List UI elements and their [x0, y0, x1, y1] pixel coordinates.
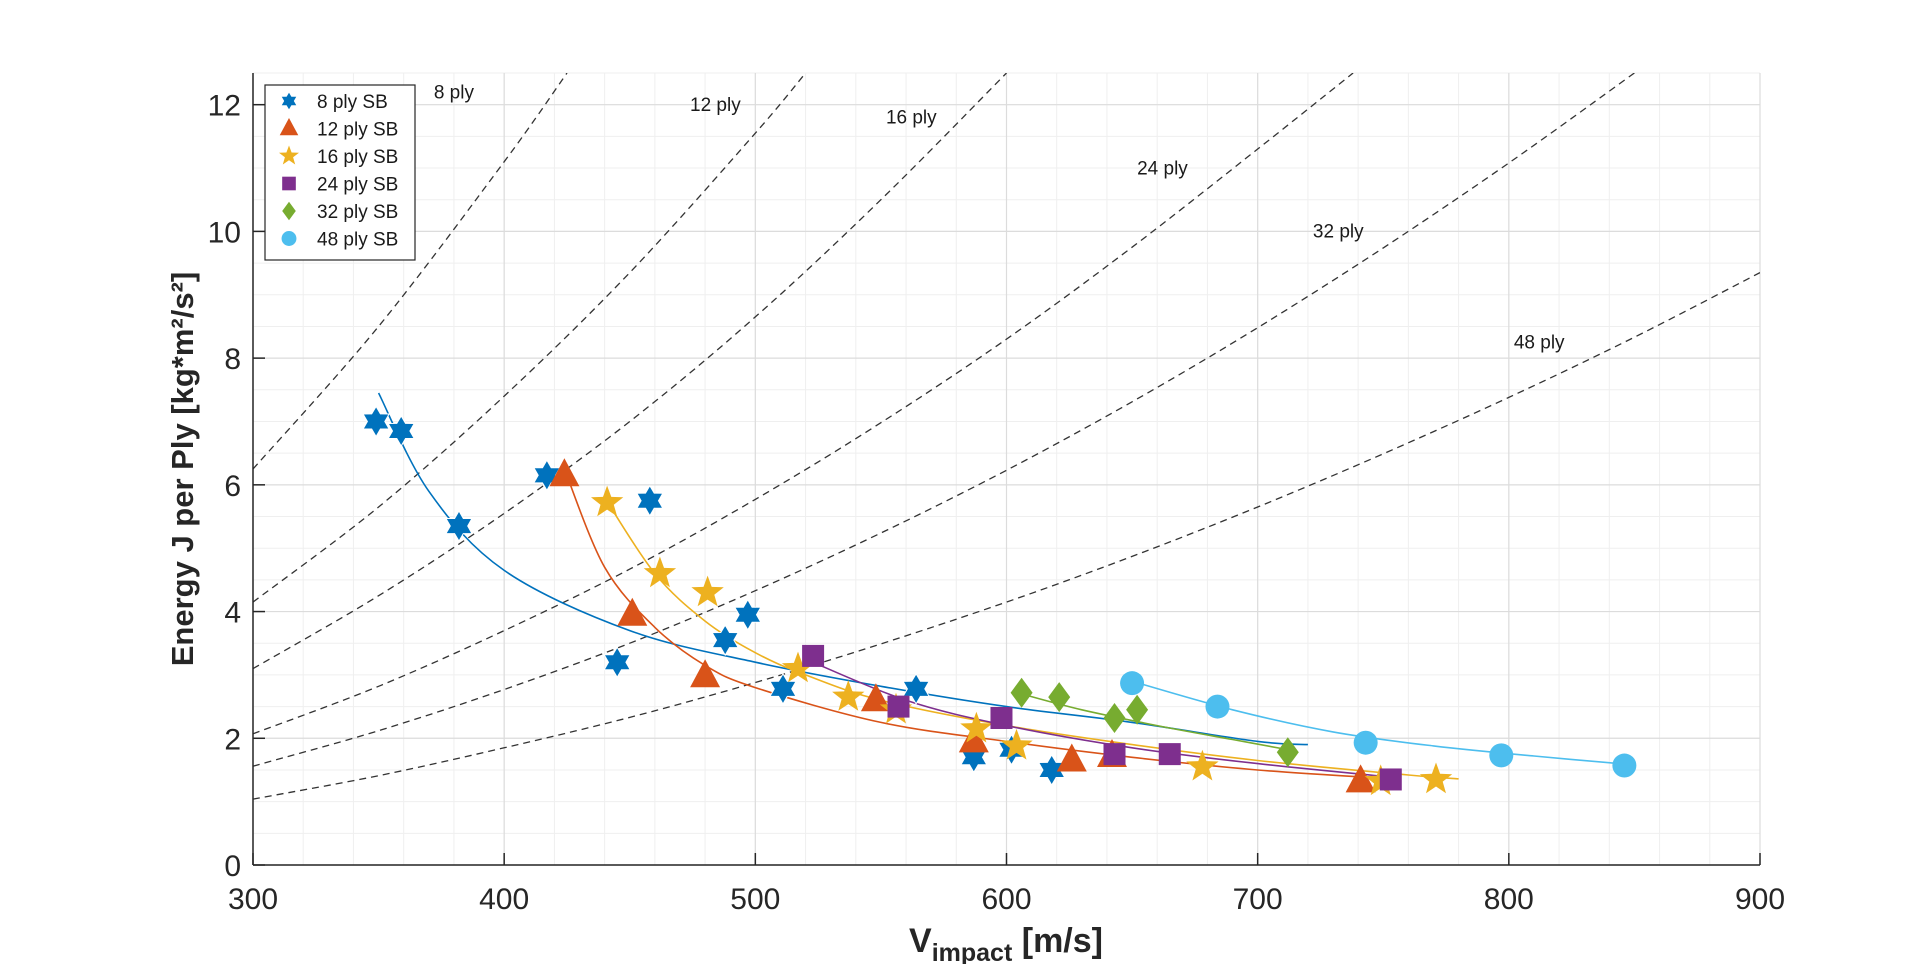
- point-16-ply-sb: [960, 711, 993, 743]
- y-tick-label: 4: [224, 597, 241, 630]
- point-32-ply-sb: [1010, 677, 1033, 708]
- point-48-ply-sb: [1205, 694, 1230, 719]
- fit-line-32-ply-sb: [1021, 693, 1296, 752]
- reference-label-12-ply: 12 ply: [690, 95, 741, 116]
- point-16-ply-sb: [1186, 749, 1219, 781]
- point-24-ply-sb: [1158, 743, 1181, 766]
- x-axis-title-sub: impact: [932, 939, 1013, 964]
- legend-marker-32-ply-sb: [282, 201, 296, 221]
- legend-label-12-ply-sb: 12 ply SB: [317, 120, 398, 141]
- point-8-ply-sb: [769, 672, 797, 705]
- point-48-ply-sb: [1489, 743, 1514, 768]
- y-tick-label: 6: [224, 470, 241, 503]
- tick-labels: 300 400 500 600 700 800 900 0 2 4 6 8 10 12 8 ply 12 pl…: [208, 82, 1785, 916]
- legend: 8 ply SB 12 ply SB 16 ply SB 24 ply SB 32 pl…: [264, 84, 416, 261]
- y-axis-title: Energy J per Ply [kg*m²/s²]: [165, 272, 200, 667]
- point-24-ply-sb: [990, 707, 1013, 730]
- point-32-ply-sb: [1276, 737, 1299, 768]
- data-markers: [362, 405, 1637, 796]
- point-48-ply-sb: [1353, 730, 1378, 755]
- point-48-ply-sb: [1612, 753, 1637, 778]
- point-12-ply-sb: [549, 458, 580, 487]
- point-16-ply-sb: [1000, 728, 1033, 760]
- point-32-ply-sb: [1103, 703, 1126, 733]
- legend-box: [264, 84, 416, 261]
- point-16-ply-sb: [832, 680, 865, 711]
- legend-label-32-ply-sb: 32 ply SB: [317, 202, 398, 223]
- point-12-ply-sb: [690, 659, 721, 688]
- reference-label-16-ply: 16 ply: [886, 108, 937, 129]
- x-tick-label: 700: [1233, 883, 1283, 916]
- point-8-ply-sb: [636, 484, 664, 517]
- y-tick-label: 12: [208, 90, 241, 123]
- x-axis-title: Vimpact [m/s]: [909, 922, 1103, 964]
- fit-line-16-ply-sb: [603, 497, 1459, 780]
- legend-marker-48-ply-sb: [281, 231, 297, 246]
- point-8-ply-sb: [445, 510, 473, 542]
- legend-marker-16-ply-sb: [279, 145, 299, 165]
- reference-curve-12-ply: [253, 73, 807, 603]
- reference-curve-48-ply: [253, 272, 1760, 800]
- point-48-ply-sb: [1120, 671, 1145, 696]
- point-12-ply-sb: [617, 597, 648, 626]
- legend-marker-12-ply-sb: [279, 118, 299, 136]
- point-12-ply-sb: [958, 724, 989, 753]
- point-16-ply-sb: [781, 651, 815, 683]
- point-8-ply-sb: [603, 646, 632, 679]
- point-24-ply-sb: [1103, 743, 1126, 766]
- x-tick-label: 500: [730, 883, 780, 916]
- point-24-ply-sb: [802, 644, 825, 667]
- reference-label-32-ply: 32 ply: [1313, 222, 1364, 243]
- y-tick-label: 8: [224, 343, 241, 376]
- x-axis-title-unit: [m/s]: [1012, 922, 1103, 960]
- reference-curve-16-ply: [253, 73, 1007, 670]
- reference-curves: [253, 73, 1760, 800]
- legend-marker-8-ply-sb: [280, 90, 298, 112]
- legend-label-8-ply-sb: 8 ply SB: [317, 92, 388, 113]
- legend-label-16-ply-sb: 16 ply SB: [317, 147, 398, 168]
- point-16-ply-sb: [691, 575, 724, 607]
- point-8-ply-sb: [711, 624, 740, 657]
- x-tick-label: 600: [981, 883, 1031, 916]
- x-tick-label: 800: [1484, 883, 1534, 916]
- reference-label-8-ply: 8 ply: [434, 82, 475, 103]
- point-8-ply-sb: [733, 598, 762, 631]
- x-tick-label: 300: [228, 883, 278, 916]
- x-axis-title-main: V: [909, 922, 932, 960]
- reference-label-48-ply: 48 ply: [1514, 333, 1565, 354]
- x-tick-label: 900: [1735, 883, 1785, 916]
- point-8-ply-sb: [362, 405, 390, 438]
- point-24-ply-sb: [887, 695, 910, 718]
- reference-label-24-ply: 24 ply: [1137, 158, 1188, 179]
- x-tick-label: 400: [479, 883, 529, 916]
- point-8-ply-sb: [902, 672, 930, 705]
- reference-curve-24-ply: [253, 73, 1354, 735]
- point-32-ply-sb: [1048, 682, 1071, 713]
- legend-label-24-ply-sb: 24 ply SB: [317, 175, 398, 196]
- point-32-ply-sb: [1126, 694, 1149, 725]
- point-12-ply-sb: [860, 683, 891, 712]
- point-8-ply-sb: [387, 415, 416, 447]
- point-16-ply-sb: [1419, 762, 1453, 794]
- reference-curve-8-ply: [253, 73, 568, 470]
- point-12-ply-sb: [1056, 743, 1087, 772]
- point-24-ply-sb: [1379, 768, 1402, 791]
- point-16-ply-sb: [643, 556, 677, 588]
- reference-curve-32-ply: [253, 73, 1635, 767]
- axes: [252, 73, 1761, 866]
- legend-label-48-ply-sb: 48 ply SB: [317, 230, 398, 251]
- y-tick-label: 0: [224, 850, 241, 883]
- legend-marker-24-ply-sb: [282, 176, 296, 191]
- point-12-ply-sb: [1345, 764, 1376, 793]
- point-16-ply-sb: [591, 485, 624, 517]
- y-tick-label: 10: [208, 216, 241, 249]
- y-tick-label: 2: [224, 723, 241, 756]
